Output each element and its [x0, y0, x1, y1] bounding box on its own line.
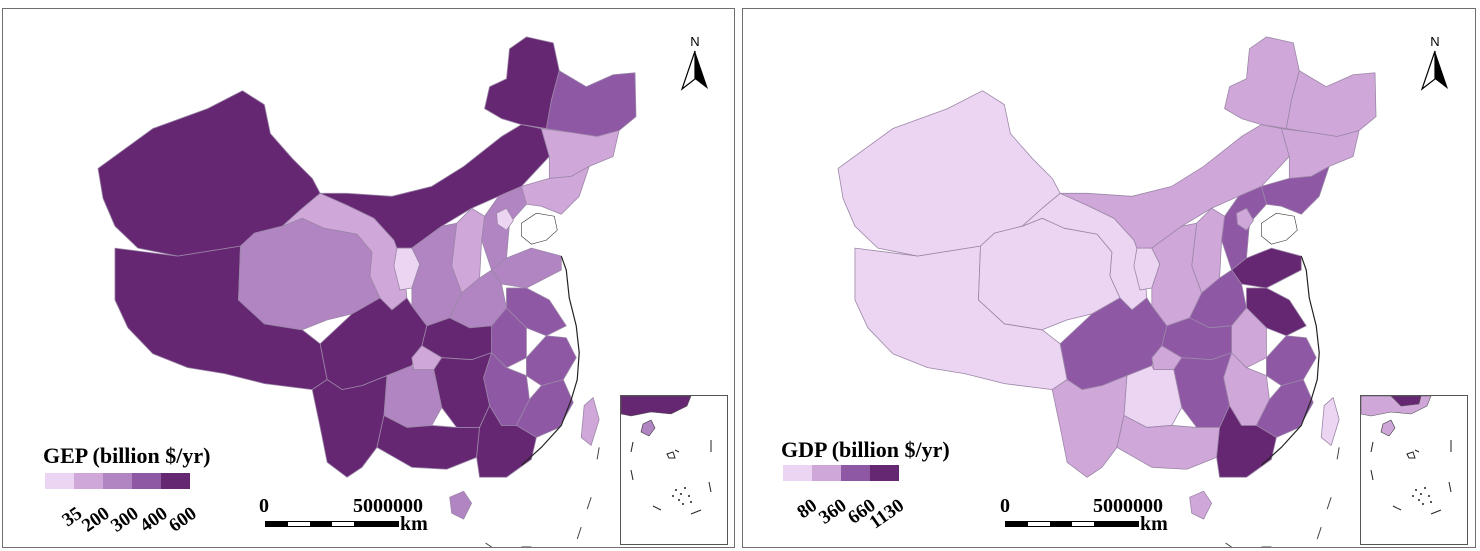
inset-map: [1361, 396, 1452, 515]
region-liaoning: [1261, 166, 1330, 215]
sea-boundary-marks: [485, 447, 600, 547]
scale-bar-zero-label: 0: [259, 495, 269, 517]
gdp-legend-swatch: [783, 465, 812, 481]
gdp-legend-abbr: GDP: [781, 437, 827, 462]
north-arrow-icon: [1420, 50, 1448, 91]
north-arrow-icon: [680, 50, 708, 91]
region-guizhou: [383, 365, 443, 428]
region-heilongjiang-north: [1224, 36, 1300, 129]
region-guangdong: [1216, 405, 1277, 478]
region-taiwan: [1320, 397, 1340, 446]
gdp-legend-unit: (billion $/yr): [831, 437, 950, 462]
region-hunan: [1173, 352, 1232, 428]
gep-legend-swatch: [74, 473, 103, 489]
gdp-legend-title: GDP (billion $/yr): [781, 437, 950, 463]
gep-legend-title: GEP (billion $/yr): [43, 443, 210, 469]
region-heilongjiang-east: [1285, 70, 1377, 137]
coastline: [521, 255, 580, 466]
north-arrow: N: [680, 35, 710, 96]
gep-legend-swatch: [103, 473, 132, 489]
gdp-legend-swatches: [783, 465, 899, 481]
region-jilin: [540, 128, 620, 179]
scale-bar-max-label: 5000000: [1093, 495, 1163, 517]
region-yunnan: [311, 375, 388, 478]
region-hunan: [433, 352, 492, 428]
region-liaoning: [521, 166, 590, 215]
bohai-sea: [521, 212, 558, 245]
gdp-map-panel: N: [742, 8, 1476, 548]
region-hainan: [1189, 490, 1213, 520]
gep-legend-swatch: [45, 473, 74, 489]
gdp-choropleth-map: [837, 36, 1377, 547]
gdp-legend-swatch: [870, 465, 899, 481]
gep-map-panel: N: [2, 8, 735, 548]
bohai-sea: [1261, 212, 1298, 245]
gep-legend-swatches: [45, 473, 190, 489]
region-yunnan: [1051, 375, 1128, 478]
region-zhejiang: [1266, 335, 1317, 386]
scale-bar: [265, 521, 399, 527]
scale-bar-zero-label: 0: [1000, 495, 1010, 517]
north-label: N: [1430, 34, 1440, 49]
region-beijing-tianjin: [496, 207, 514, 231]
scale-bar-unit: km: [1140, 513, 1168, 535]
coastline: [1261, 255, 1320, 466]
region-guangdong: [476, 405, 537, 478]
gep-legend-swatch: [161, 473, 190, 489]
gep-legend-swatch: [132, 473, 161, 489]
region-beijing-tianjin: [1236, 207, 1254, 231]
region-taiwan: [580, 397, 600, 446]
region-heilongjiang-north: [484, 36, 560, 129]
scale-bar-unit: km: [400, 513, 428, 535]
gep-legend-abbr: GEP: [43, 443, 88, 468]
scale-bar-max-label: 5000000: [353, 495, 423, 517]
region-heilongjiang-east: [545, 70, 637, 137]
inset-map: [621, 396, 712, 515]
north-label: N: [690, 34, 700, 49]
gdp-legend-swatch: [812, 465, 841, 481]
gep-legend-unit: (billion $/yr): [92, 443, 211, 468]
scale-bar: [1005, 521, 1139, 527]
south-china-sea-inset: [1360, 395, 1468, 545]
region-guizhou: [1123, 365, 1183, 428]
region-jilin: [1280, 128, 1360, 179]
north-arrow: N: [1420, 35, 1450, 96]
region-zhejiang: [526, 335, 577, 386]
gdp-legend-swatch: [841, 465, 870, 481]
region-hainan: [449, 490, 473, 520]
south-china-sea-inset: [620, 395, 728, 545]
sea-boundary-marks: [1225, 447, 1340, 547]
gep-choropleth-map: [97, 36, 637, 547]
